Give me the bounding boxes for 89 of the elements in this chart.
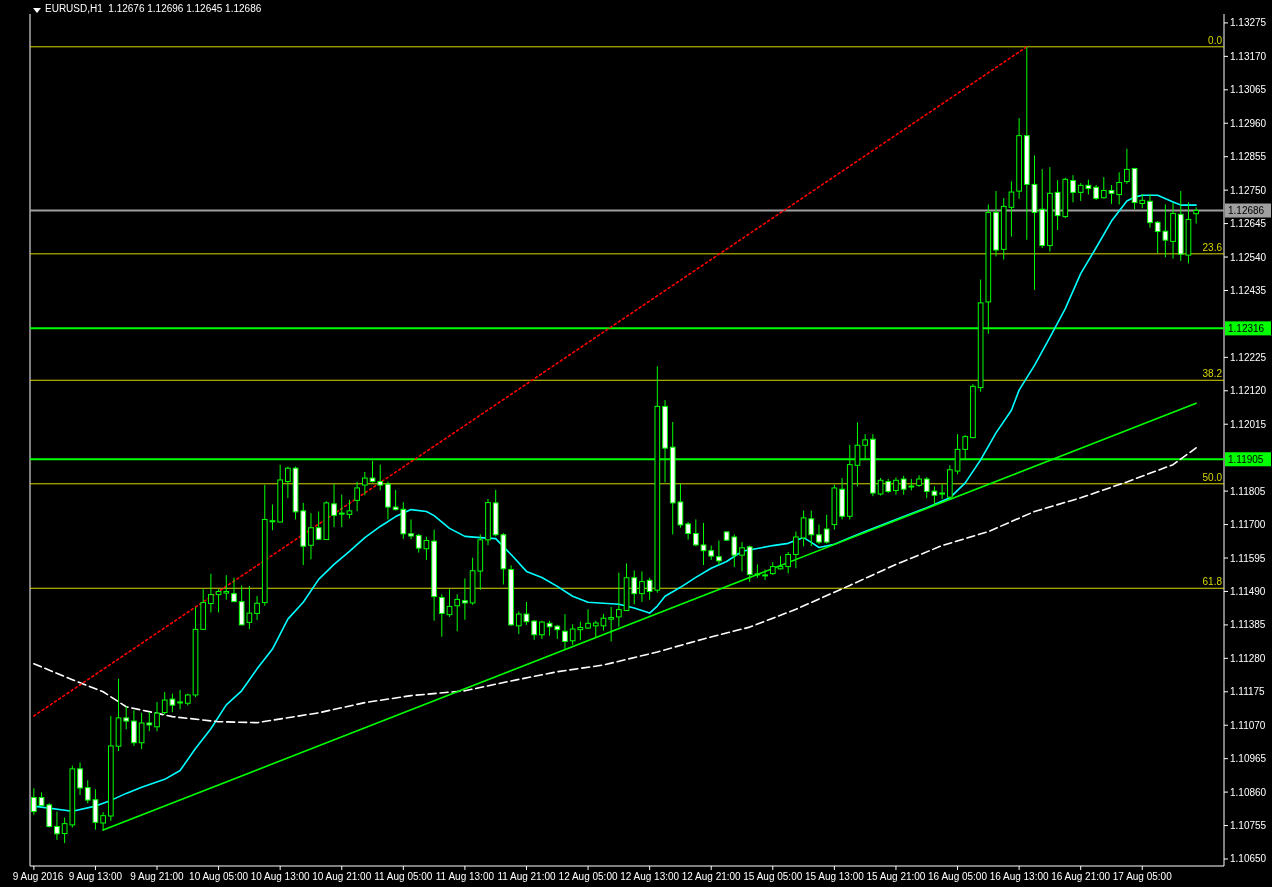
candlestick <box>54 811 60 841</box>
y-tick-label: 1.12645 <box>1230 218 1267 230</box>
candlestick <box>531 619 538 641</box>
candlestick <box>785 551 792 574</box>
x-tick-label: 9 Aug 21:00 <box>130 871 185 882</box>
candlestick <box>331 483 337 528</box>
x-tick-label: 9 Aug 2016 <box>12 871 64 882</box>
y-tick-label: 1.13170 <box>1230 50 1267 62</box>
candlestick <box>254 595 260 621</box>
y-tick-label: 1.12225 <box>1230 351 1267 363</box>
candlestick <box>816 524 822 545</box>
candlestick <box>1124 148 1130 185</box>
y-tick-label: 1.11595 <box>1230 552 1266 564</box>
ref-line-label: 1.12316 <box>1228 322 1265 334</box>
candlestick <box>438 593 445 638</box>
y-tick-label: 1.11385 <box>1230 619 1266 631</box>
candlestick <box>231 577 237 603</box>
candlestick <box>177 689 183 710</box>
y-tick-label: 1.11280 <box>1230 652 1266 664</box>
candlestick <box>77 761 83 796</box>
y-tick-label: 1.10755 <box>1230 820 1267 832</box>
annotation: 0.0 <box>1208 34 1223 46</box>
candlestick <box>608 606 614 642</box>
x-tick-label: 15 Aug 13:00 <box>804 871 865 882</box>
y-tick-label: 1.12750 <box>1230 184 1267 196</box>
candlestick <box>462 577 468 621</box>
candlestick <box>446 588 453 618</box>
candlestick <box>1147 193 1153 229</box>
y-tick-label: 1.12855 <box>1230 151 1267 163</box>
y-tick-label: 1.10650 <box>1230 853 1267 865</box>
x-tick-label: 17 Aug 05:00 <box>1112 871 1173 882</box>
x-tick-label: 16 Aug 21:00 <box>1051 871 1111 882</box>
candlestick <box>616 572 622 628</box>
line-series <box>33 447 1197 724</box>
candlestick <box>454 593 461 632</box>
y-tick-label: 1.12960 <box>1230 117 1267 129</box>
y-tick-label: 1.11070 <box>1230 719 1266 731</box>
x-tick-label: 9 Aug 13:00 <box>68 871 123 882</box>
candlestick <box>1070 174 1076 203</box>
candlestick <box>308 512 314 560</box>
x-tick-label: 11 Aug 13:00 <box>435 871 495 882</box>
annotation: 50.0 <box>1202 471 1223 483</box>
annotation: 38.2 <box>1202 368 1223 380</box>
x-tick-label: 12 Aug 13:00 <box>620 871 680 882</box>
candlestick <box>739 541 745 572</box>
candlestick <box>639 570 645 603</box>
y-tick-label: 1.11700 <box>1230 519 1266 531</box>
candlestick <box>208 573 214 613</box>
x-tick-label: 12 Aug 05:00 <box>558 871 618 882</box>
y-tick-label: 1.13275 <box>1230 17 1267 29</box>
annotation: 23.6 <box>1202 241 1223 253</box>
x-tick-label: 11 Aug 21:00 <box>497 871 557 882</box>
candlestick <box>716 539 722 566</box>
chart-title: EURUSD,H1 1.12676 1.12696 1.12645 1.12686 <box>45 3 262 14</box>
candlestick <box>354 481 360 512</box>
x-tick-label: 15 Aug 05:00 <box>743 871 803 882</box>
x-tick-label: 10 Aug 21:00 <box>312 871 372 882</box>
x-tick-label: 15 Aug 21:00 <box>866 871 926 882</box>
candlestick <box>762 568 768 581</box>
y-tick-label: 1.12435 <box>1230 284 1267 296</box>
y-tick-label: 1.11805 <box>1230 485 1266 497</box>
candlestick <box>823 514 830 545</box>
candlestick <box>939 483 945 500</box>
y-tick-label: 1.12015 <box>1230 418 1267 430</box>
candlestick <box>408 518 414 540</box>
x-tick-label: 16 Aug 05:00 <box>928 871 988 882</box>
y-tick-label: 1.10860 <box>1230 786 1267 798</box>
y-tick-label: 1.11490 <box>1230 585 1266 597</box>
candlestick <box>154 701 160 732</box>
x-tick-label: 16 Aug 13:00 <box>989 871 1050 882</box>
x-tick-label: 10 Aug 05:00 <box>189 871 249 882</box>
candlestick <box>1116 171 1123 205</box>
y-tick-label: 1.12120 <box>1230 385 1267 397</box>
y-tick-label: 1.13065 <box>1230 84 1267 96</box>
x-tick-label: 11 Aug 05:00 <box>374 871 433 882</box>
y-tick-label: 1.10965 <box>1230 753 1267 765</box>
candlestick <box>562 613 568 651</box>
candlestick <box>385 481 391 520</box>
y-tick-label: 1.12540 <box>1230 251 1267 263</box>
y-tick-label: 1.11175 <box>1230 686 1266 698</box>
candlestick <box>361 471 368 496</box>
candlestick <box>285 466 291 499</box>
x-tick-label: 12 Aug 21:00 <box>681 871 742 882</box>
ref-line-label: 1.11905 <box>1228 453 1264 465</box>
ref-line-label: 1.12686 <box>1228 205 1265 217</box>
candlestick <box>793 531 799 569</box>
x-tick-label: 10 Aug 13:00 <box>250 871 311 882</box>
annotation: 61.8 <box>1202 576 1223 588</box>
candlestick <box>692 518 699 547</box>
